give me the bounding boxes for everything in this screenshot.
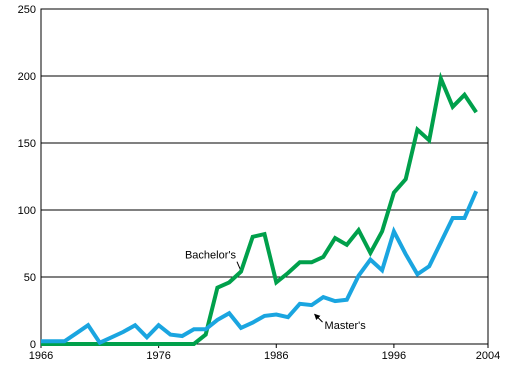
y-tick-label: 100 bbox=[18, 205, 36, 217]
annotations: Bachelor's Master's bbox=[185, 250, 366, 333]
y-axis: 0 50 100 150 200 250 bbox=[18, 4, 36, 351]
annotation-arrow-masters bbox=[314, 313, 323, 323]
x-tick-label: 1976 bbox=[146, 350, 170, 362]
y-tick-label: 0 bbox=[30, 339, 36, 351]
gridlines bbox=[41, 75, 488, 278]
x-axis: 1966 1976 1986 1996 2004 bbox=[29, 344, 500, 362]
annotation-bachelors: Bachelor's bbox=[185, 250, 237, 262]
x-tick-label: 2004 bbox=[476, 350, 500, 362]
annotation-masters: Master's bbox=[325, 320, 367, 332]
y-tick-label: 200 bbox=[18, 71, 36, 83]
series-lines bbox=[41, 71, 479, 346]
x-tick-label: 1986 bbox=[264, 350, 288, 362]
plot-frame bbox=[40, 8, 489, 345]
y-tick-label: 150 bbox=[18, 138, 36, 150]
annotation-leader-bachelors bbox=[236, 261, 241, 269]
x-tick-label: 1996 bbox=[382, 350, 406, 362]
y-tick-label: 250 bbox=[18, 4, 36, 16]
series-line-bachelors bbox=[41, 71, 478, 346]
series-line-masters bbox=[41, 190, 479, 346]
y-tick-label: 50 bbox=[24, 272, 36, 284]
x-tick-label: 1966 bbox=[29, 350, 53, 362]
